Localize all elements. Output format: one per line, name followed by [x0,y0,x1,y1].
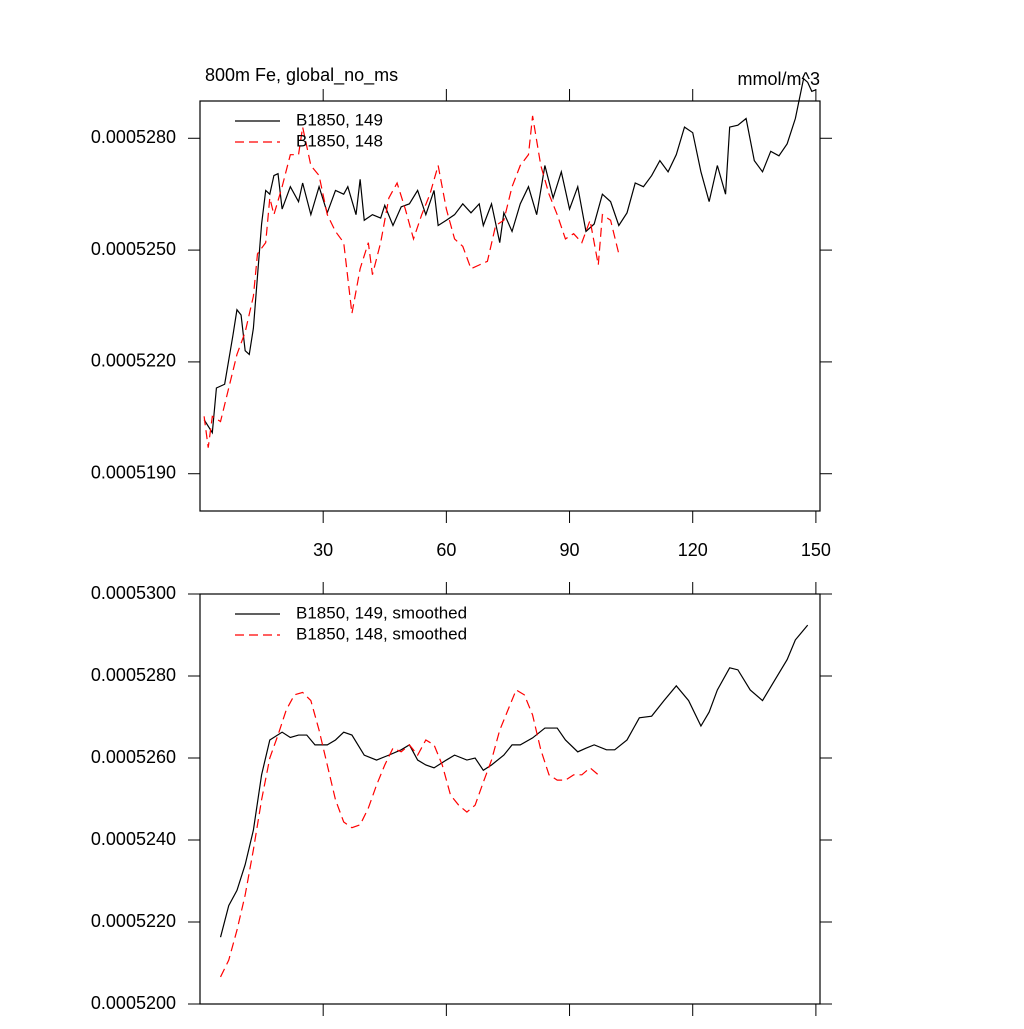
x-tick-label: 30 [313,540,333,560]
series-line [203,77,817,435]
y-tick-label: 0.0005190 [91,462,176,482]
legend-label: B1850, 149 [296,110,383,129]
legend-label: B1850, 148 [296,131,383,150]
units-title: mmol/m^3 [738,69,820,89]
series-line [219,624,809,938]
chart-title: 800m Fe, global_no_ms [205,65,398,86]
y-tick-label: 0.0005260 [91,747,176,767]
legend-label: B1850, 149, smoothed [296,603,467,622]
x-tick-label: 90 [560,540,580,560]
y-tick-label: 0.0005220 [91,351,176,371]
y-tick-label: 0.0005220 [91,911,176,931]
plot-frame [199,100,821,512]
legend-label: B1850, 148, smoothed [296,624,467,643]
y-tick-label: 0.0005200 [91,993,176,1013]
x-tick-label: 150 [801,540,831,560]
plot-frame [199,593,821,1005]
y-tick-label: 0.0005250 [91,239,176,259]
x-tick-label: 120 [678,540,708,560]
y-tick-label: 0.0005300 [91,583,176,603]
x-tick-label: 60 [436,540,456,560]
y-tick-label: 0.0005240 [91,829,176,849]
y-tick-label: 0.0005280 [91,127,176,147]
series-line [219,689,599,978]
series-line [203,115,620,448]
y-tick-label: 0.0005280 [91,665,176,685]
